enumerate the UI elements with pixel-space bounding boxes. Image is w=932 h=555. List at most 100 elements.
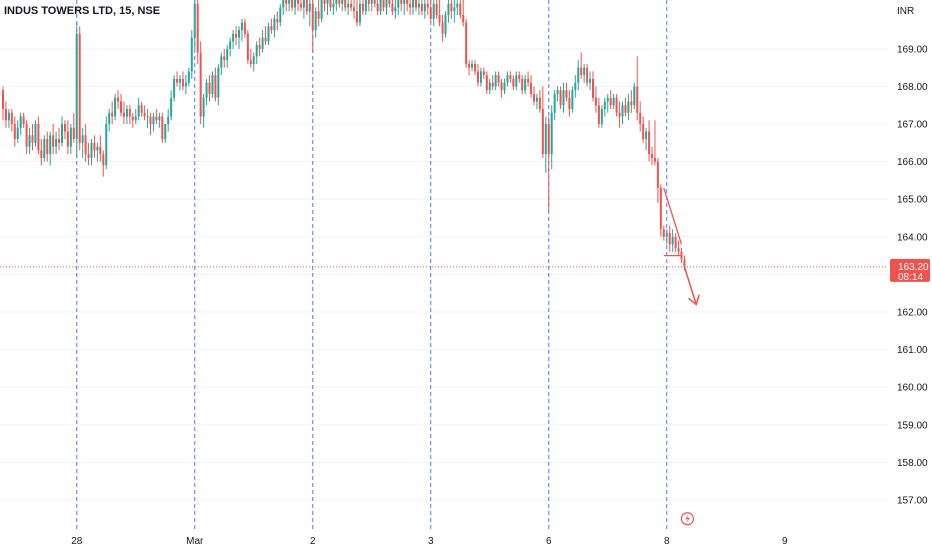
candle-body [220,56,223,68]
candle-body [450,3,453,12]
candle [294,0,297,16]
candle-body [465,22,468,64]
candle [270,18,273,34]
candle [299,0,302,12]
candle-body [671,236,674,245]
y-tick-label: 160.00 [897,383,928,394]
candle-body [583,67,586,76]
candle-body [196,3,199,53]
candle-body [288,0,291,4]
candle [356,0,358,27]
lightning-bolt [685,514,690,523]
candle [81,127,84,158]
candle [379,0,382,16]
candle [385,0,388,16]
candles[interactable] [0,0,888,271]
candle [412,0,415,16]
candle [143,105,146,121]
candle-body [544,124,547,155]
candle [639,101,642,132]
candle [291,0,294,12]
candle [69,124,72,155]
candle-body [2,90,4,110]
candle [574,75,577,98]
candle-body [503,82,506,91]
candle-body [521,78,524,91]
lightning-icon[interactable] [680,512,695,526]
y-tick-label: 161.00 [897,345,928,356]
candle-body [556,90,559,94]
candle [196,0,199,64]
candle-body [255,45,258,57]
candle-body [7,112,10,121]
candle-body [491,82,494,87]
candle [438,0,441,27]
candle [512,75,515,91]
candle [627,93,630,121]
candle [90,139,93,166]
candle [394,0,397,19]
candle [229,37,232,57]
candle [344,0,347,12]
candle [373,0,376,8]
candle-body [199,52,202,117]
candle [432,0,435,27]
candle [78,26,81,151]
candle [240,18,243,42]
candle [656,157,659,203]
candle-body [93,142,96,151]
candle [235,26,238,46]
candle-body [273,18,276,31]
candle-body [120,101,122,113]
candle-body [639,112,642,125]
candle [600,105,603,128]
candle [453,0,456,23]
candle [441,15,444,42]
candle [423,0,426,19]
candle [447,0,450,23]
candle [276,11,279,31]
candle-body [308,3,311,12]
candle-body [143,112,146,117]
candle-body [615,97,618,113]
y-tick-label: 157.00 [897,495,928,506]
candle-body [40,150,43,158]
candle [524,75,527,94]
candle [305,0,308,16]
candle-body [252,56,255,64]
candle [476,63,479,87]
candle-body [656,161,659,188]
candle-body [382,0,385,8]
time-axis[interactable]: 28 Mar 2 3 6 8 9 [71,536,788,547]
candle-body [515,75,518,87]
candle [420,0,423,16]
candle-body [603,101,606,110]
candle [288,0,291,12]
candle [397,0,400,16]
candle-body [565,90,568,98]
candle-body [78,33,81,143]
candle [137,97,140,121]
candle-body [636,86,639,113]
candle [367,0,370,12]
candle [232,30,235,49]
candle [597,97,600,128]
candle-body [146,116,149,118]
price-axis[interactable]: 157.00 158.00 159.00 160.00 161.00 162.00 163.… [890,44,930,506]
candle-body [16,127,19,140]
candle [668,225,671,252]
candle-body [367,0,370,4]
candle-body [385,0,388,8]
candle [243,18,246,38]
candle-body [176,78,179,83]
candle [63,120,66,140]
candle-body [403,0,406,4]
candle [19,112,22,136]
candle [264,26,267,46]
candle-body [326,0,329,4]
candle-body [580,67,583,76]
candle-body [299,3,302,8]
drawings[interactable] [663,187,700,526]
